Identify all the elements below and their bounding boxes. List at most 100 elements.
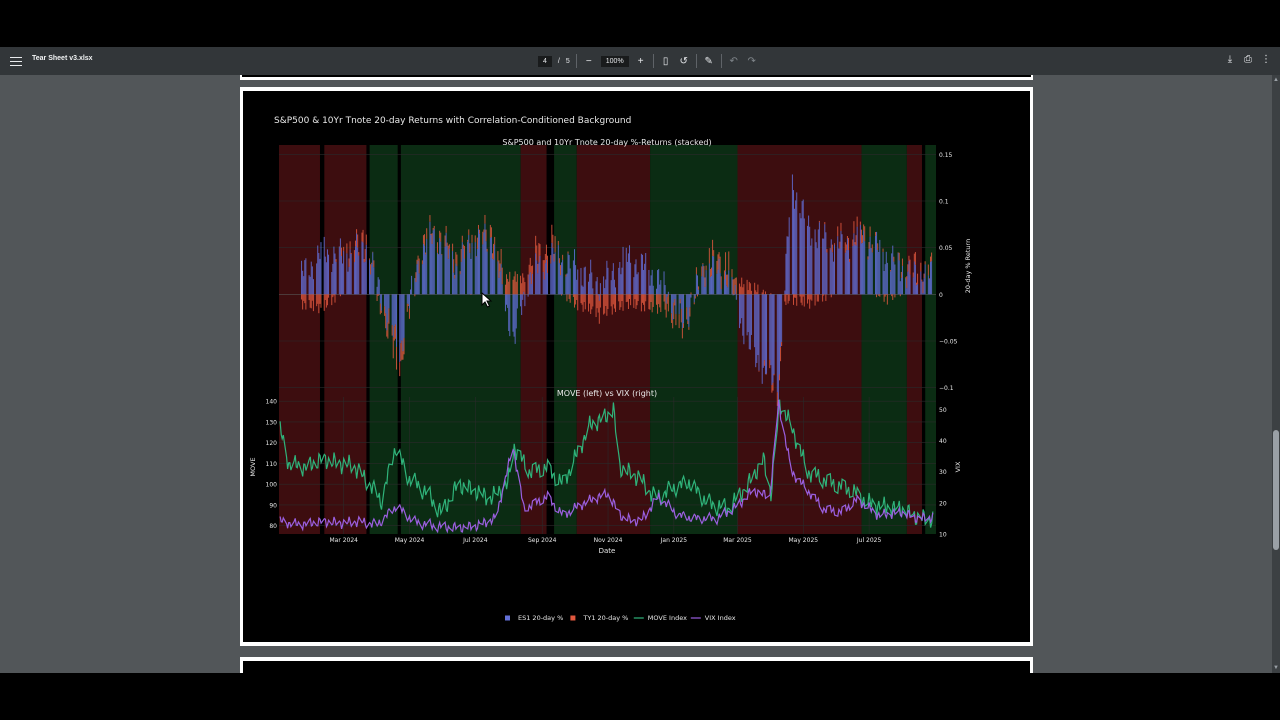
undo-icon[interactable]: ↶ xyxy=(729,55,738,67)
ty1-bar xyxy=(763,360,765,366)
es1-bar xyxy=(636,274,638,295)
es1-bar xyxy=(542,271,544,295)
es1-bar xyxy=(693,294,695,303)
rotate-icon[interactable]: ↺ xyxy=(679,55,688,67)
scrollbar[interactable]: ▲ ▼ xyxy=(1272,75,1280,673)
es1-bar xyxy=(641,254,643,295)
ty1-bar xyxy=(811,294,813,301)
es1-bar xyxy=(524,294,526,307)
es1-bar xyxy=(417,260,419,295)
es1-bar xyxy=(878,251,880,295)
es1-bar xyxy=(884,264,886,295)
es1-bar xyxy=(583,267,585,295)
zoom-out-icon[interactable]: − xyxy=(585,55,592,67)
es1-bar xyxy=(772,294,774,383)
es1-bar xyxy=(588,281,590,295)
page-previous xyxy=(240,75,1033,80)
es1-bar xyxy=(688,294,690,327)
es1-bar xyxy=(454,278,456,295)
fit-page-icon[interactable]: ▯ xyxy=(662,55,669,67)
ty1-bar xyxy=(429,215,431,222)
ty1-bar xyxy=(553,253,555,262)
legend-label: VIX Index xyxy=(705,614,736,622)
redo-icon[interactable]: ↷ xyxy=(747,55,756,67)
ty1-bar xyxy=(655,294,657,305)
es1-bar xyxy=(356,233,358,295)
zoom-in-icon[interactable]: + xyxy=(637,55,644,67)
zoom-input[interactable]: 100% xyxy=(600,55,629,67)
es1-bar xyxy=(640,253,642,295)
scroll-down-icon[interactable]: ▼ xyxy=(1273,665,1279,671)
ty1-bar xyxy=(613,294,615,309)
es1-bar xyxy=(637,272,639,295)
es1-bar xyxy=(415,282,417,295)
ty1-bar xyxy=(786,294,788,295)
ty1-bar xyxy=(619,294,621,310)
ty1-bar xyxy=(516,274,518,295)
es1-bar xyxy=(363,262,365,295)
es1-bar xyxy=(663,271,665,295)
es1-bar xyxy=(438,254,440,295)
es1-bar xyxy=(917,284,919,295)
ty1-bar xyxy=(735,277,737,295)
es1-bar xyxy=(869,236,871,295)
print-icon[interactable]: ⎙ xyxy=(1244,53,1252,65)
es1-bar xyxy=(439,238,441,295)
es1-bar xyxy=(886,262,888,295)
page-number-input[interactable]: 4 xyxy=(538,55,552,67)
es1-bar xyxy=(629,245,631,295)
ty1-bar xyxy=(640,294,642,312)
ty1-bar xyxy=(874,232,876,236)
es1-bar xyxy=(508,294,510,331)
es1-bar xyxy=(448,248,450,295)
es1-bar xyxy=(687,294,689,321)
ty1-bar xyxy=(310,294,312,309)
es1-bar xyxy=(589,273,591,295)
es1-bar xyxy=(800,218,802,295)
es1-bar xyxy=(316,263,318,295)
annotate-icon[interactable]: ✎ xyxy=(704,55,713,67)
more-icon[interactable]: ⋮ xyxy=(1261,53,1271,65)
es1-bar xyxy=(755,294,757,368)
ty1-bar xyxy=(303,294,305,301)
es1-bar xyxy=(605,279,607,295)
es1-bar xyxy=(331,272,333,295)
vix-ytick-label: 40 xyxy=(939,438,947,445)
es1-bar xyxy=(568,255,570,295)
es1-bar xyxy=(681,294,683,329)
es1-bar xyxy=(486,251,488,295)
scroll-up-icon[interactable]: ▲ xyxy=(1273,77,1279,83)
es1-bar xyxy=(573,249,575,295)
es1-bar xyxy=(823,238,825,295)
pdf-viewer[interactable]: S&P500 & 10Yr Tnote 20-day Returns with … xyxy=(0,75,1280,673)
es1-bar xyxy=(792,190,794,295)
ty1-bar xyxy=(879,294,881,297)
ty1-bar xyxy=(317,294,319,304)
ty1-bar xyxy=(787,294,789,304)
ty1-bar xyxy=(572,294,574,297)
menu-icon[interactable] xyxy=(10,54,22,68)
ty1-bar xyxy=(705,265,707,271)
ty1-bar xyxy=(354,240,356,247)
ty1-bar xyxy=(394,324,396,339)
ty1-bar xyxy=(452,243,454,252)
es1-bar xyxy=(538,262,540,295)
ty1-bar xyxy=(353,250,355,263)
es1-bar xyxy=(377,277,379,295)
es1-bar xyxy=(852,245,854,295)
ty1-bar xyxy=(652,294,654,307)
es1-bar xyxy=(898,260,900,295)
ty1-bar xyxy=(305,294,307,310)
legend-label: MOVE Index xyxy=(648,614,687,622)
es1-bar xyxy=(426,238,428,295)
ty1-bar xyxy=(302,294,304,310)
ty1-bar xyxy=(898,252,900,261)
es1-bar xyxy=(394,294,396,325)
es1-bar xyxy=(580,267,582,295)
es1-bar xyxy=(310,261,312,295)
download-icon[interactable]: ⤓ xyxy=(1227,53,1233,65)
ty1-bar xyxy=(391,325,393,336)
ty1-bar xyxy=(348,258,350,267)
es1-bar xyxy=(490,237,492,295)
scrollbar-thumb[interactable] xyxy=(1273,430,1279,550)
